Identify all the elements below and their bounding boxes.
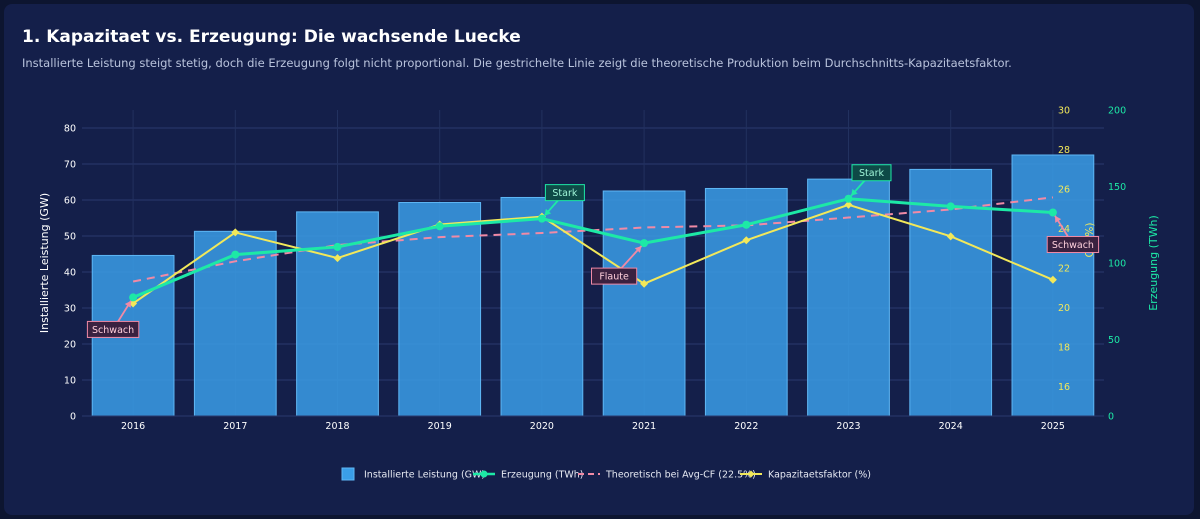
generation-point-2023 [844, 194, 853, 203]
cf-point-2022 [742, 236, 751, 245]
y-gen-axis-title: Erzeugung (TWh) [1147, 215, 1160, 311]
legend-label-capacity: Installierte Leistung (GW) [364, 470, 485, 481]
y-cf-tick-label: 30 [1058, 106, 1070, 117]
bar-2021 [602, 190, 686, 417]
bar-2025 [1011, 154, 1095, 417]
series-line-capacity-factor [132, 203, 1054, 305]
y-left-tick-label: 60 [64, 196, 76, 207]
x-tick-label: 2021 [632, 421, 656, 432]
legend-label-theoretical: Theoretisch bei Avg-CF (22.5%) [605, 470, 756, 481]
legend-marker-cf [747, 470, 755, 478]
x-tick-label: 2025 [1041, 421, 1065, 432]
series-line-generation [132, 197, 1053, 299]
y-left-axis-title: Installierte Leistung (GW) [38, 193, 51, 333]
y-gen-tick-label: 100 [1108, 259, 1126, 270]
y-cf-tick-label: 16 [1058, 382, 1070, 393]
y-left-tick-label: 50 [64, 232, 76, 243]
page-title: 1. Kapazitaet vs. Erzeugung: Die wachsen… [22, 27, 521, 47]
x-tick-label: 2019 [428, 421, 452, 432]
generation-point-2017 [231, 250, 240, 259]
legend-label-cf: Kapazitaetsfaktor (%) [768, 470, 871, 481]
y-left-tick-label: 70 [64, 160, 76, 171]
y-gen-tick-label: 150 [1108, 182, 1126, 193]
legend-swatch-capacity [341, 467, 355, 481]
page-subtitle: Installierte Leistung steigt stetig, doc… [22, 56, 1012, 70]
cf-point-2017 [231, 228, 240, 237]
y-left-tick-label: 0 [70, 412, 76, 423]
x-tick-label: 2024 [939, 421, 963, 432]
legend-label-generation: Erzeugung (TWh) [501, 470, 584, 481]
y-gen-tick-label: 0 [1108, 412, 1114, 423]
cf-point-2024 [946, 232, 955, 241]
y-left-tick-label: 10 [64, 376, 76, 387]
annotation-label: Stark [859, 168, 884, 179]
x-tick-label: 2018 [325, 421, 349, 432]
y-left-tick-label: 20 [64, 340, 76, 351]
generation-point-2022 [742, 220, 751, 229]
y-left-tick-label: 30 [64, 304, 76, 315]
generation-point-2020 [537, 214, 546, 223]
annotation-label: Stark [552, 188, 577, 199]
y-cf-tick-label: 28 [1058, 145, 1070, 156]
y-cf-tick-label: 22 [1058, 263, 1070, 274]
x-tick-label: 2020 [530, 421, 554, 432]
generation-point-2016 [129, 293, 138, 302]
y-gen-tick-label: 200 [1108, 106, 1126, 117]
bar-2024 [909, 168, 993, 417]
x-tick-label: 2016 [121, 421, 145, 432]
annotation-arrowhead [634, 246, 642, 253]
annotation-arrowhead [851, 188, 858, 196]
annotation-box [851, 164, 892, 182]
annotation-arrowhead [544, 208, 552, 216]
y-gen-tick-label: 50 [1108, 335, 1120, 346]
annotation-label: Flaute [599, 272, 629, 283]
generation-point-2025 [1048, 208, 1057, 217]
annotation-arrowhead [1055, 215, 1062, 223]
legend-marker-generation [480, 470, 488, 478]
generation-point-2018 [333, 242, 342, 251]
annotation-box [544, 184, 585, 202]
generation-point-2021 [640, 239, 649, 248]
x-tick-label: 2022 [734, 421, 758, 432]
y-cf-tick-label: 18 [1058, 342, 1070, 353]
annotation-box [591, 267, 638, 285]
annotation-label: Schwach [92, 325, 134, 336]
y-left-tick-label: 80 [64, 124, 76, 135]
cf-point-2018 [333, 254, 342, 263]
generation-point-2019 [435, 222, 444, 231]
annotation-label: Schwach [1052, 240, 1094, 251]
annotation-box [1046, 236, 1100, 254]
cf-point-2021 [640, 279, 649, 288]
bar-2020 [500, 196, 584, 417]
x-tick-label: 2023 [836, 421, 860, 432]
x-tick-label: 2017 [223, 421, 247, 432]
annotation-box [86, 320, 140, 338]
generation-point-2024 [946, 202, 955, 211]
y-cf-tick-label: 20 [1058, 303, 1070, 314]
annotation-arrowhead [124, 300, 131, 308]
cf-point-2025 [1048, 275, 1057, 284]
y-cf-tick-label: 26 [1058, 184, 1070, 195]
cf-point-2023 [844, 200, 853, 209]
bar-2017 [193, 230, 277, 417]
y-left-tick-label: 40 [64, 268, 76, 279]
